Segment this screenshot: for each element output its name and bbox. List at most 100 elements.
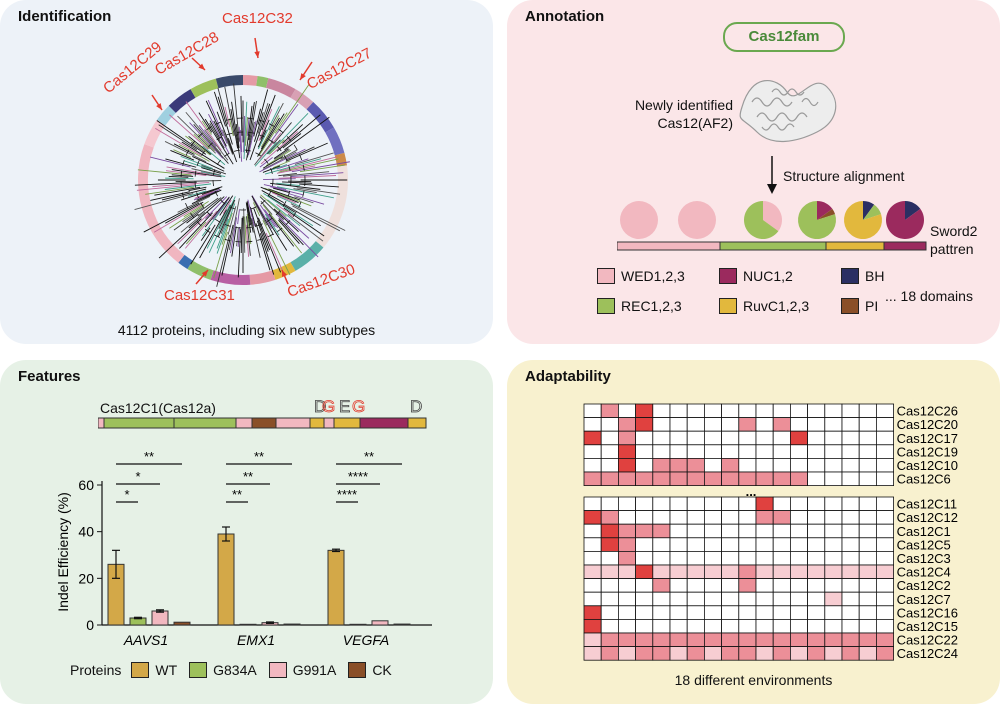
bottom-cell [824, 550, 843, 566]
bottom-cell [755, 564, 774, 580]
bottom-cell [738, 578, 757, 593]
top-cell [652, 471, 671, 487]
bottom-cell [858, 564, 877, 580]
bottom-cell [600, 537, 619, 552]
top-cell [755, 444, 774, 459]
bottom-cell [652, 578, 671, 593]
legend-g834a: G834A [213, 662, 257, 678]
bottom-cell [875, 550, 894, 566]
row-label: Cas12C7 [897, 592, 951, 607]
bottom-cell [858, 537, 877, 552]
protein-structure-image [739, 79, 837, 143]
top-cell [652, 444, 671, 459]
bottom-cell [858, 523, 877, 539]
top-cell [583, 471, 602, 487]
bottom-cell [772, 632, 791, 648]
row-label: Cas12C19 [897, 444, 958, 459]
row-label: Cas12C2 [897, 578, 951, 593]
bottom-cell [755, 618, 774, 634]
row-label: Cas12C16 [897, 605, 958, 620]
bottom-cell [858, 510, 877, 525]
bottom-cell [789, 523, 808, 539]
bottom-cell [686, 605, 705, 620]
bottom-cell [721, 632, 740, 648]
top-cell [618, 403, 637, 419]
bottom-cell [807, 632, 826, 648]
row-label: Cas12C1 [897, 524, 951, 539]
bottom-cell [686, 591, 705, 607]
top-cell [772, 403, 791, 419]
bottom-cell [772, 496, 791, 512]
bottom-cell [841, 510, 860, 525]
bottom-cell [600, 550, 619, 566]
top-cell [875, 403, 894, 419]
residue-d2: D [410, 397, 422, 416]
bottom-cell [807, 646, 826, 661]
bottom-cell [875, 632, 894, 648]
bottom-cell [824, 605, 843, 620]
bottom-cell [858, 578, 877, 593]
top-cell [652, 417, 671, 432]
top-cell [721, 458, 740, 473]
residue-e: E [339, 397, 350, 416]
category-label: VEGFA [343, 632, 389, 648]
top-cell [703, 471, 722, 487]
top-cell [583, 430, 602, 446]
top-cell [807, 471, 826, 487]
top-cell [789, 458, 808, 473]
row-label: Cas12C15 [897, 619, 958, 634]
tree-branches [134, 83, 350, 287]
bottom-cell [652, 523, 671, 539]
bottom-cell [721, 591, 740, 607]
top-cell [789, 403, 808, 419]
bottom-cell [875, 591, 894, 607]
top-cell [875, 417, 894, 432]
top-cell [841, 444, 860, 459]
top-cell [703, 444, 722, 459]
bottom-cell [652, 496, 671, 512]
bottom-cell [686, 550, 705, 566]
top-cell [755, 458, 774, 473]
bottom-cell [721, 605, 740, 620]
bottom-cell [686, 632, 705, 648]
bottom-cell [703, 605, 722, 620]
top-cell [738, 403, 757, 419]
top-cell [583, 444, 602, 459]
significance-label: * [135, 469, 140, 484]
top-cell [875, 471, 894, 487]
top-cell [841, 430, 860, 446]
bottom-cell [755, 550, 774, 566]
bottom-cell [721, 523, 740, 539]
top-cell [807, 444, 826, 459]
significance-label: ** [232, 487, 242, 502]
legend-bh: BH [841, 268, 884, 284]
top-cell [618, 430, 637, 446]
top-cell [686, 417, 705, 432]
top-cell [841, 417, 860, 432]
row-label: Cas12C4 [897, 565, 951, 580]
bottom-cell [635, 496, 654, 512]
bottom-cell [600, 496, 619, 512]
bar [151, 610, 169, 626]
row-label: Cas12C26 [897, 404, 958, 419]
bottom-cell [703, 523, 722, 539]
identification-title: Identification [18, 8, 112, 25]
label-arrows [151, 37, 313, 285]
top-cell [600, 471, 619, 487]
bottom-cell [635, 564, 654, 580]
row-label: Cas12C6 [897, 472, 951, 487]
legend-pi: PI [841, 298, 878, 314]
heatmap-ellipsis: ... [746, 484, 757, 499]
bottom-cell [703, 632, 722, 648]
bottom-cell [807, 496, 826, 512]
bottom-cell [824, 618, 843, 634]
bottom-cell [738, 496, 757, 512]
top-cell [703, 403, 722, 419]
newly-identified-line-1: Newly identified [634, 97, 733, 113]
bottom-cell [652, 537, 671, 552]
bottom-cell [583, 550, 602, 566]
significance-label: **** [337, 487, 357, 502]
bottom-cell [875, 618, 894, 634]
bar [283, 623, 301, 626]
bottom-cell [824, 578, 843, 593]
